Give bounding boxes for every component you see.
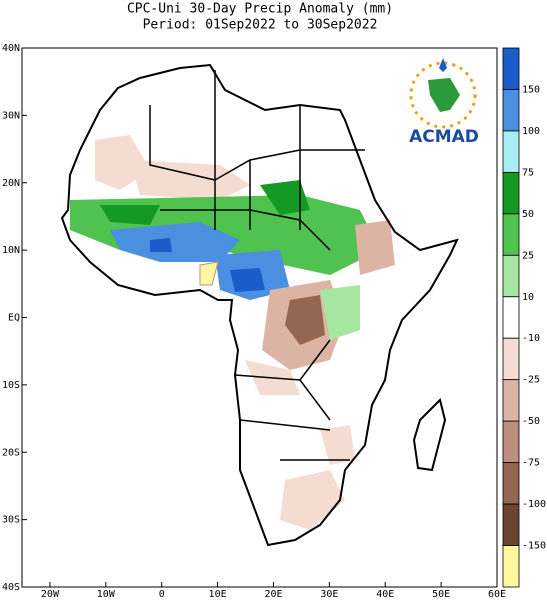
colorbar-label: -100 <box>522 499 546 510</box>
colorbar-label: -50 <box>522 416 540 427</box>
lon-tick-label: 10E <box>209 589 227 600</box>
map-frame <box>21 47 498 588</box>
colorbar-label: 25 <box>522 250 534 261</box>
dry-area <box>355 220 395 275</box>
colorbar-bin <box>502 254 520 298</box>
logo-ring <box>409 61 477 129</box>
wet-area <box>320 285 360 340</box>
acmad-logo: ACMAD <box>409 58 479 147</box>
wet-area <box>100 205 160 225</box>
lat-tick-label: EQ <box>8 313 20 324</box>
colorbar-bin <box>502 213 520 256</box>
lon-tick-label: 0 <box>159 589 165 600</box>
logo-text: ACMAD <box>409 127 479 147</box>
colorbar-label: -150 <box>522 541 546 552</box>
lon-tick-label: 50E <box>432 589 450 600</box>
colorbar-bin <box>502 545 520 588</box>
map-title: CPC-Uni 30-Day Precip Anomaly (mm) <box>127 2 393 17</box>
colorbar-bin <box>502 420 520 464</box>
lat-tick-label: 10N <box>2 245 20 256</box>
very-dry-area <box>199 261 219 286</box>
lon-tick-label: 20E <box>264 589 282 600</box>
lat-tick-label: 20N <box>2 178 20 189</box>
colorbar-label: 50 <box>522 209 534 220</box>
colorbar-bin <box>502 89 520 132</box>
dry-area <box>130 160 250 200</box>
lon-tick-label: 10W <box>97 589 116 600</box>
lat-tick-label: 10S <box>2 380 20 391</box>
madagascar-coastline <box>412 398 447 472</box>
colorbar-label: 10 <box>522 292 534 303</box>
colorbar-label: 100 <box>522 126 540 137</box>
colorbar-bin <box>502 337 520 381</box>
dry-area <box>320 425 355 465</box>
africa-coastline <box>60 63 459 547</box>
lon-tick-label: 30E <box>320 589 338 600</box>
country-borders <box>149 70 365 461</box>
lon-tick-label: 20W <box>41 589 60 600</box>
colorbar-bin <box>502 171 520 215</box>
colorbar-bin <box>502 296 520 339</box>
colorbar-bin <box>502 462 520 505</box>
colorbar-label: 150 <box>522 84 540 95</box>
very-wet-area <box>110 222 240 262</box>
map-area <box>21 47 498 588</box>
wet-area <box>260 180 310 215</box>
lon-tick-label: 40E <box>376 589 394 600</box>
lat-tick-label: 30S <box>2 515 20 526</box>
colorbar-bin <box>502 47 520 90</box>
colorbar-bin <box>502 379 520 422</box>
colorbar-bin <box>502 503 520 546</box>
logo-continent <box>428 78 460 112</box>
map-subtitle: Period: 01Sep2022 to 30Sep2022 <box>143 18 378 33</box>
colorbar-label: -10 <box>522 333 540 344</box>
lat-tick-label: 20S <box>2 447 20 458</box>
lat-tick-label: 30N <box>2 110 20 121</box>
colorbar-bin <box>502 130 520 173</box>
dry-area <box>280 470 345 530</box>
colorbar-label: 75 <box>522 167 534 178</box>
logo-drop <box>439 58 447 72</box>
colorbar-label: -25 <box>522 375 540 386</box>
very-dry-area <box>285 295 325 345</box>
very-wet-area <box>230 268 265 292</box>
lon-tick-label: 60E <box>488 589 506 600</box>
lat-tick-label: 40N <box>2 43 20 54</box>
lat-tick-label: 40S <box>2 582 20 593</box>
colorbar-label: -75 <box>522 458 540 469</box>
very-wet-area <box>150 238 172 252</box>
